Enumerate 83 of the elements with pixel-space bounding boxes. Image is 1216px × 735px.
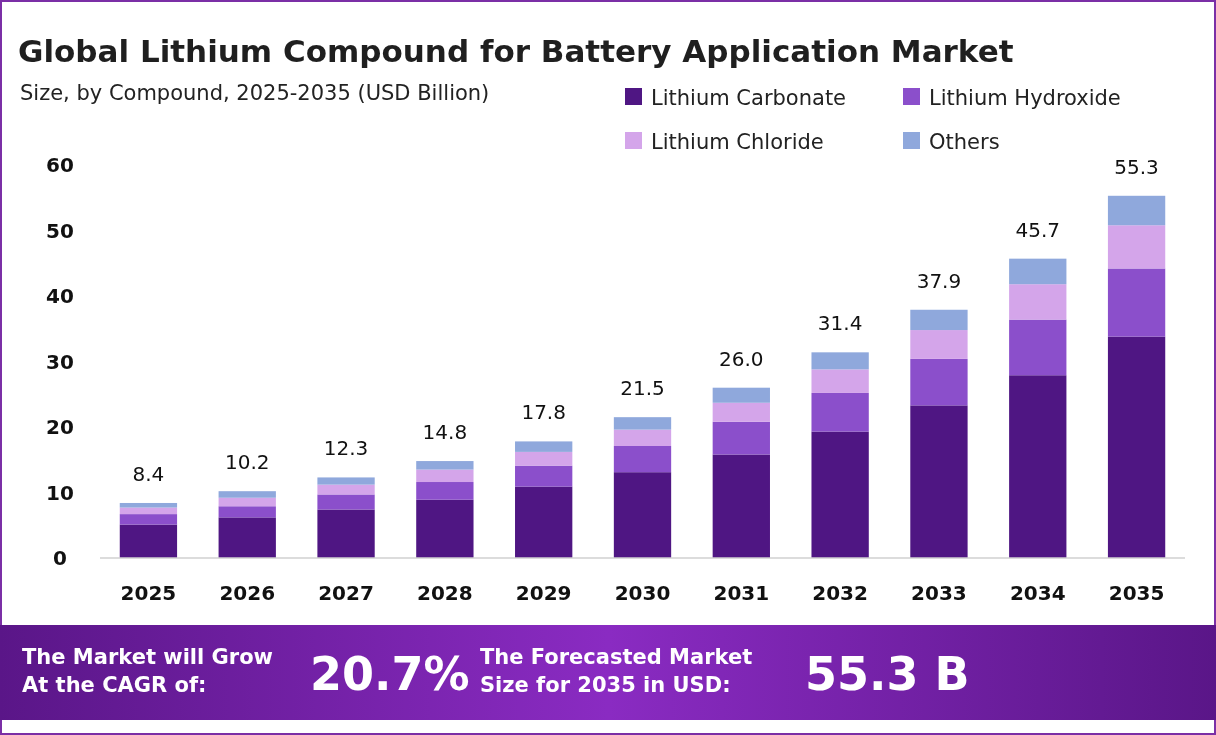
- bar: [317, 494, 375, 510]
- bar: [712, 421, 770, 455]
- total-label: 31.4: [817, 311, 863, 336]
- y-tick-label: 20: [46, 415, 74, 439]
- bar: [416, 499, 474, 558]
- bar: [416, 469, 474, 483]
- text: The Market will Grow At the CAGR of:: [22, 645, 273, 697]
- x-tick-label: 2029: [515, 581, 572, 605]
- bar: [515, 465, 573, 487]
- x-tick-label: 2027: [318, 581, 374, 605]
- bar: [613, 429, 672, 446]
- bar: [613, 472, 672, 558]
- bar: [1107, 268, 1166, 337]
- total-label: 37.9: [916, 268, 962, 293]
- bar: [119, 524, 178, 558]
- x-tick-label: 2031: [713, 581, 770, 605]
- bar: [613, 446, 672, 473]
- total-label: 17.8: [521, 400, 566, 425]
- x-tick-label: 2030: [614, 581, 671, 605]
- text: 55.3 B: [805, 647, 970, 701]
- bar: [416, 482, 474, 500]
- bar: [712, 402, 770, 422]
- bar: [1009, 284, 1067, 320]
- x-tick-label: 2028: [417, 581, 473, 605]
- legend-label: Lithium Carbonate: [651, 86, 847, 110]
- bar: [1009, 258, 1067, 285]
- x-tick-label: 2033: [911, 581, 967, 605]
- total-label: 55.3: [1114, 154, 1159, 179]
- bar: [1107, 195, 1166, 226]
- bar: [1009, 319, 1067, 376]
- bar: [119, 514, 178, 525]
- bar: [910, 309, 968, 331]
- y-tick-label: 10: [46, 480, 74, 505]
- bar: [712, 387, 770, 403]
- total-label: 10.2: [224, 450, 270, 475]
- bar: [218, 497, 276, 507]
- bar: [317, 484, 375, 495]
- x-tick-label: 2034: [1009, 581, 1066, 605]
- bar: [119, 502, 178, 508]
- bar: [515, 441, 573, 452]
- total-label: 21.5: [620, 376, 665, 401]
- total-label: 14.8: [422, 420, 468, 445]
- text: 20.7%: [310, 647, 470, 701]
- total-label: 8.4: [132, 461, 165, 486]
- y-tick-label: 0: [53, 546, 67, 570]
- bar: [1009, 375, 1067, 558]
- bar: [317, 477, 375, 485]
- y-tick-label: 50: [46, 218, 74, 243]
- bar: [811, 352, 869, 370]
- bar: [416, 461, 474, 470]
- bar: [613, 417, 672, 430]
- bar: [218, 517, 276, 558]
- legend-label: Others: [929, 130, 1000, 154]
- x-tick-label: 2032: [812, 581, 868, 605]
- bar: [910, 330, 968, 359]
- legend-label: Lithium Chloride: [651, 130, 824, 154]
- bar: [712, 454, 770, 558]
- y-tick-label: 60: [46, 153, 74, 177]
- text: The Forecasted Market Size for 2035 in USD:: [480, 645, 753, 697]
- total-label: 26.0: [719, 346, 764, 371]
- bar: [515, 486, 573, 558]
- legend-label: Lithium Hydroxide: [929, 86, 1121, 110]
- total-label: 45.7: [1015, 217, 1061, 242]
- bar: [1107, 336, 1166, 558]
- bar: [811, 431, 869, 558]
- x-tick-label: 2035: [1108, 581, 1165, 605]
- chart-subtitle: Size, by Compound, 2025-2035 (USD Billion): [20, 81, 490, 105]
- bar: [1107, 225, 1166, 269]
- bar: [910, 405, 968, 558]
- bar: [910, 358, 968, 406]
- y-tick-label: 40: [46, 284, 74, 308]
- bar: [811, 392, 869, 432]
- x-tick-label: 2025: [120, 581, 177, 605]
- bar: [218, 491, 276, 498]
- bar: [218, 506, 276, 518]
- x-tick-label: 2026: [219, 581, 276, 605]
- y-tick-label: 30: [46, 349, 74, 374]
- bar: [119, 507, 178, 515]
- bar: [317, 509, 375, 558]
- chart-title: Global Lithium Compound for Battery Application Market: [18, 33, 1014, 69]
- bar: [515, 451, 573, 466]
- bar: [811, 369, 869, 393]
- total-label: 12.3: [323, 436, 369, 461]
